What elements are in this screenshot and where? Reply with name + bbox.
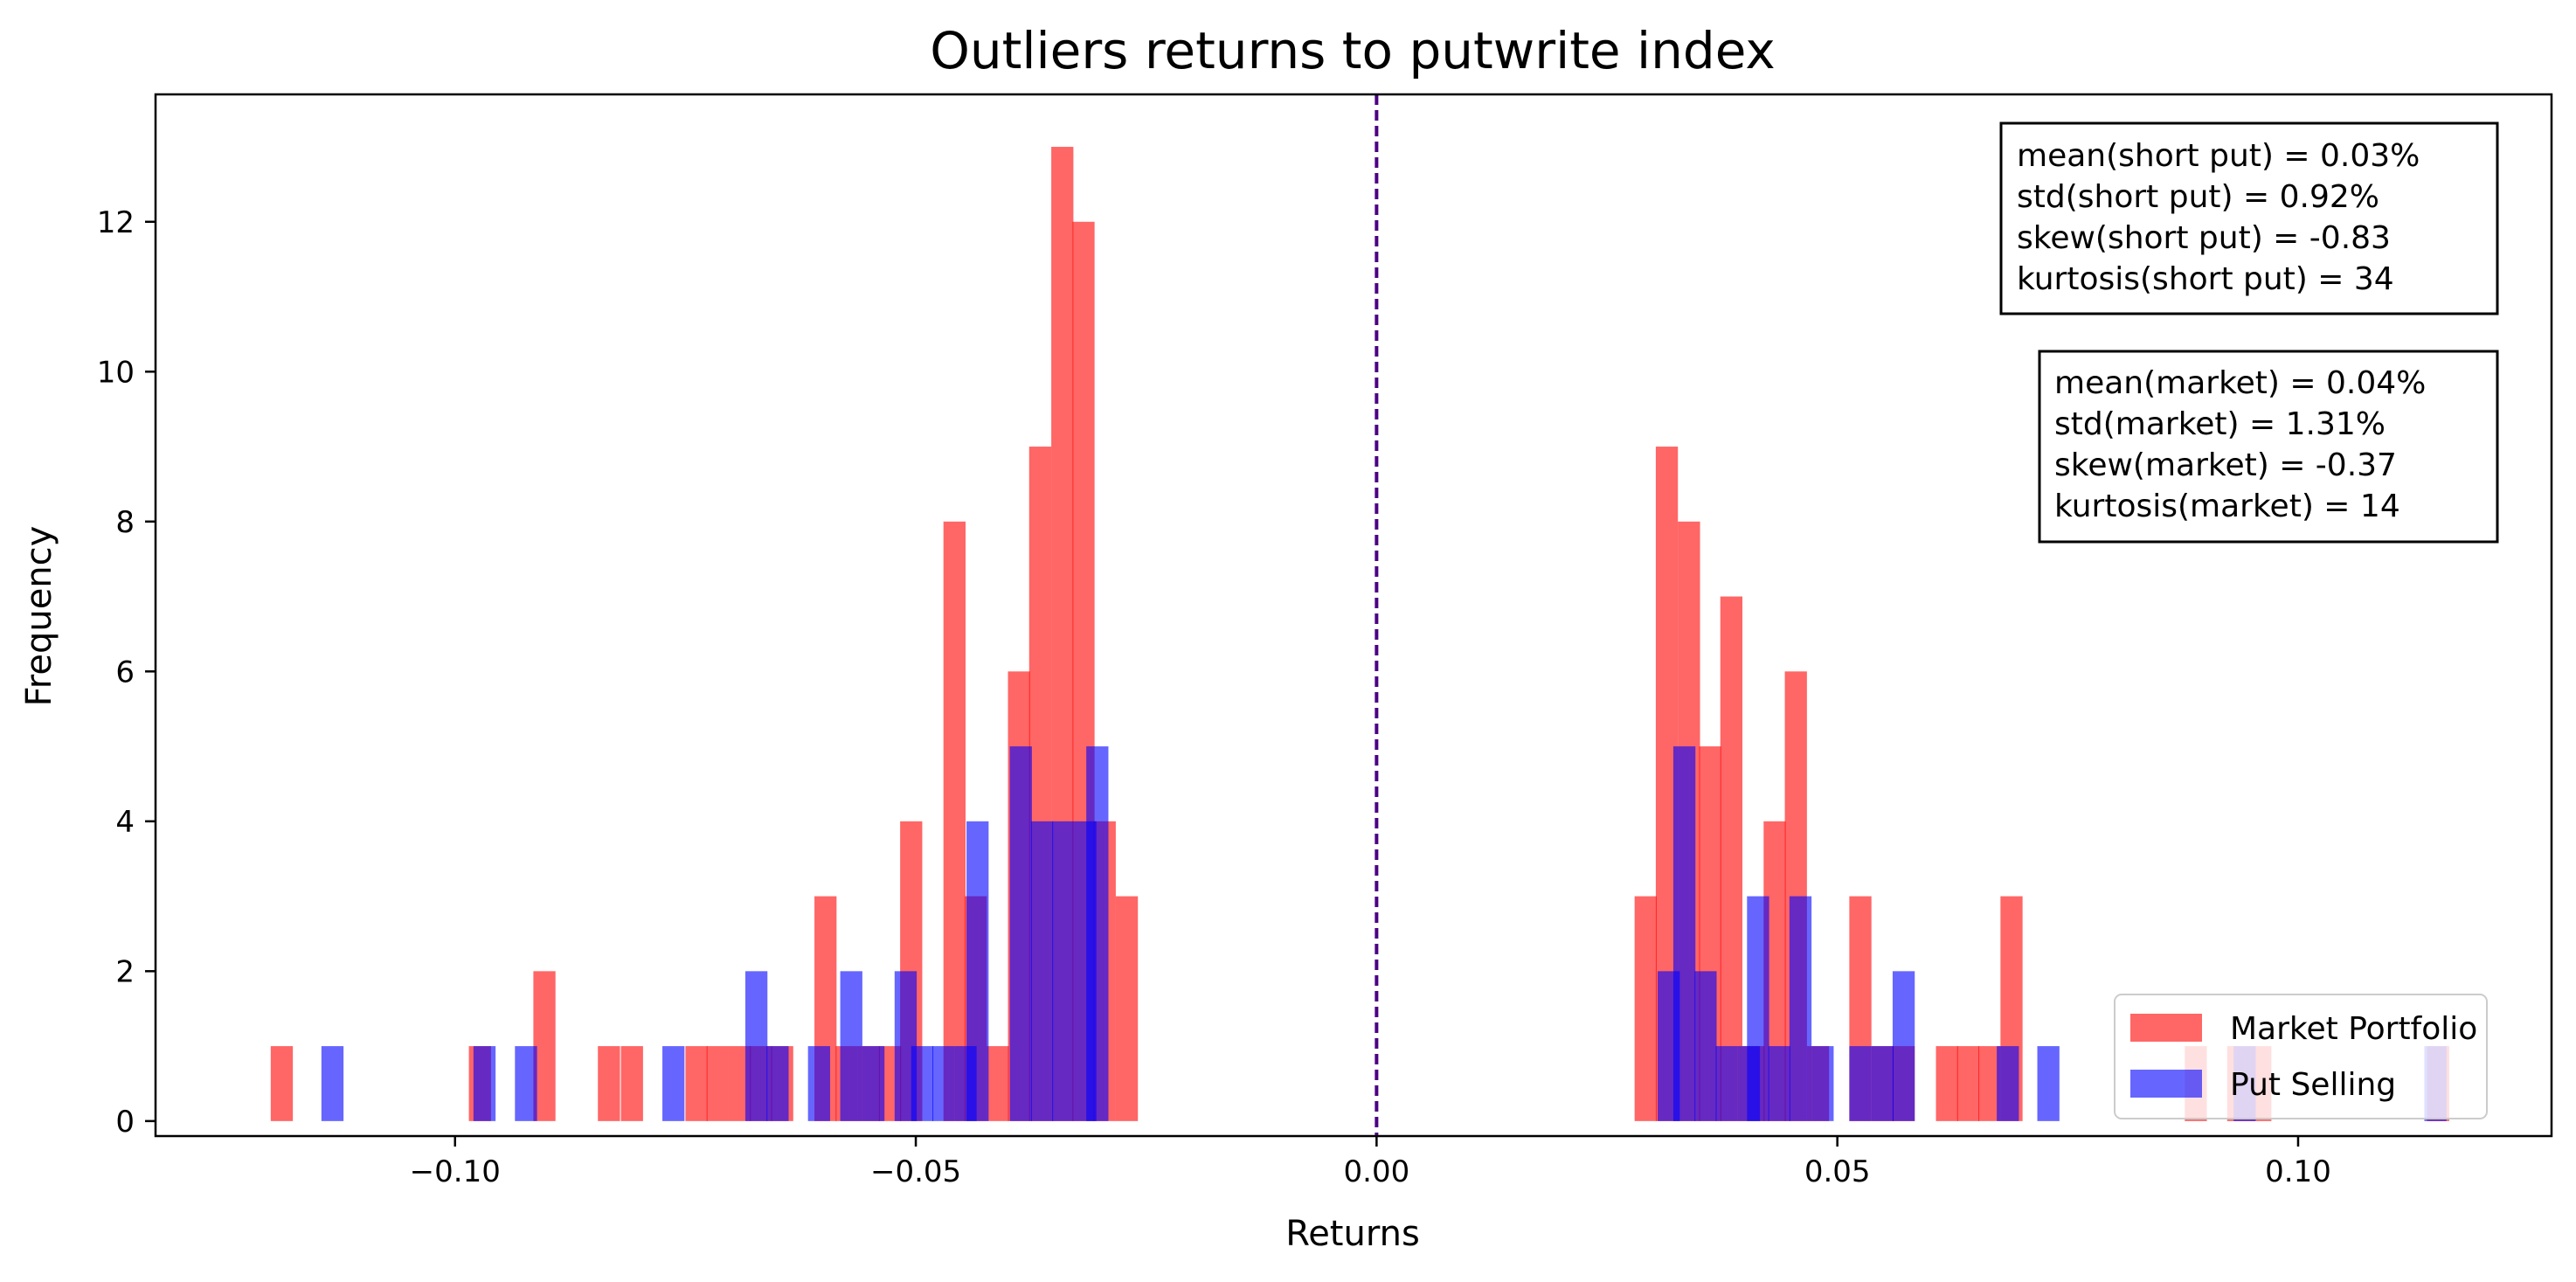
histogram-bar xyxy=(1892,971,1915,1121)
stat-line: kurtosis(market) = 14 xyxy=(2054,489,2400,524)
stats-box-market: mean(market) = 0.04% std(market) = 1.31%… xyxy=(2038,350,2499,544)
histogram-bar xyxy=(515,1046,537,1121)
legend-swatch-market xyxy=(2130,1014,2202,1042)
stat-line: skew(market) = -0.37 xyxy=(2054,447,2397,483)
histogram-bar xyxy=(966,821,989,1121)
histogram-bar xyxy=(1086,746,1109,1121)
histogram-bar xyxy=(766,1046,789,1121)
histogram-bar xyxy=(1672,746,1696,1121)
x-tick-label: 0.10 xyxy=(2265,1154,2331,1189)
histogram-bar xyxy=(840,971,862,1121)
stat-line: kurtosis(short put) = 34 xyxy=(2017,261,2394,297)
histogram-bar xyxy=(685,1046,708,1121)
x-tick-label: 0.05 xyxy=(1804,1154,1871,1189)
histogram-bar xyxy=(1997,1046,2019,1121)
legend-label-put: Put Selling xyxy=(2230,1067,2396,1103)
stat-line: std(short put) = 0.92% xyxy=(2017,179,2379,215)
y-tick-label: 0 xyxy=(115,1105,135,1140)
stat-line: std(market) = 1.31% xyxy=(2054,406,2386,442)
histogram-bar xyxy=(662,1046,685,1121)
histogram-bar xyxy=(1052,821,1075,1121)
histogram-bar xyxy=(1768,1046,1790,1121)
histogram-bar xyxy=(807,1046,830,1121)
histogram-bar xyxy=(1115,896,1139,1121)
y-tick-label: 12 xyxy=(97,205,135,240)
histogram-bar xyxy=(1030,821,1054,1121)
histogram-bar xyxy=(1871,1046,1894,1121)
y-axis-title: Frequency xyxy=(19,526,59,707)
histogram-bar xyxy=(932,1046,955,1121)
histogram-bar xyxy=(943,521,966,1121)
histogram-bar xyxy=(1715,1046,1738,1121)
histogram-bar xyxy=(744,971,768,1121)
histogram-bar xyxy=(1747,896,1769,1121)
y-tick-label: 8 xyxy=(115,505,135,540)
histogram-bar xyxy=(1009,746,1032,1121)
plot-area: −0.10 −0.05 0.00 0.05 0.10 0 2 4 6 8 10 12 xyxy=(97,93,2553,1189)
stat-line: mean(market) = 0.04% xyxy=(2054,365,2426,401)
histogram-bar xyxy=(1849,1046,1872,1121)
legend-label-market: Market Portfolio xyxy=(2230,1011,2477,1047)
histogram-bar xyxy=(1811,1046,1834,1121)
histogram-bar xyxy=(473,1046,496,1121)
histogram-bar xyxy=(987,1046,1009,1121)
histogram-bar xyxy=(2037,1046,2060,1121)
plot-frame xyxy=(154,93,2553,1138)
histogram-bar xyxy=(270,1046,294,1121)
histogram-bar xyxy=(911,1046,934,1121)
x-axis-title: Returns xyxy=(1285,1214,1420,1254)
histogram-bar xyxy=(1720,596,1743,1121)
histogram-bar xyxy=(862,1046,885,1121)
y-tick-label: 2 xyxy=(115,954,135,989)
y-tick-label: 10 xyxy=(97,355,135,390)
x-tick-label: 0.00 xyxy=(1344,1154,1410,1189)
y-axis: 0 2 4 6 8 10 12 xyxy=(97,205,156,1140)
histogram-bar xyxy=(1634,896,1657,1121)
histogram-bar xyxy=(1694,971,1717,1121)
histogram-bar xyxy=(1935,1046,1958,1121)
histogram-bar xyxy=(706,1046,729,1121)
legend: Market Portfolio Put Selling xyxy=(2114,994,2488,1119)
put-selling-bars xyxy=(321,746,2447,1121)
x-tick-label: −0.10 xyxy=(410,1154,501,1189)
legend-swatch-put xyxy=(2130,1070,2202,1098)
histogram-bar xyxy=(620,1046,643,1121)
x-axis: −0.10 −0.05 0.00 0.05 0.10 xyxy=(410,1136,2331,1189)
histogram-bar xyxy=(1956,1046,1980,1121)
chart-title: Outliers returns to putwrite index xyxy=(930,21,1775,80)
histogram-bar xyxy=(598,1046,620,1121)
stat-line: mean(short put) = 0.03% xyxy=(2017,138,2420,174)
histogram-bar xyxy=(321,1046,344,1121)
x-tick-label: −0.05 xyxy=(870,1154,961,1189)
stats-box-short-put: mean(short put) = 0.03% std(short put) =… xyxy=(1999,121,2499,315)
stat-line: skew(short put) = -0.83 xyxy=(2017,220,2391,256)
histogram-bar xyxy=(1789,896,1812,1121)
y-tick-label: 4 xyxy=(115,805,135,840)
y-tick-label: 6 xyxy=(115,655,135,690)
